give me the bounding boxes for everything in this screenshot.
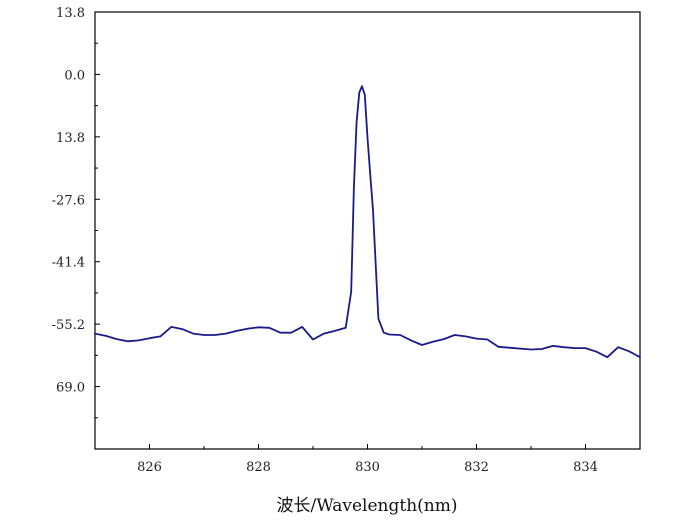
y-tick-label: -41.4 (52, 256, 85, 271)
series-layer (94, 85, 641, 359)
x-tick-label: 826 (137, 460, 162, 475)
y-tick-label: -27.6 (52, 193, 85, 208)
y-tick-label: 13.8 (56, 6, 85, 21)
x-tick-label: 832 (464, 460, 489, 475)
y-tick-label: 13.8 (56, 131, 85, 146)
x-tick-label: 834 (573, 460, 598, 475)
x-tick-label: 828 (246, 460, 271, 475)
x-axis-ticks: 826 828 830 832 834 (94, 444, 641, 475)
y-tick-label: 69.0 (56, 381, 85, 396)
x-axis-title: 波长/Wavelength(nm) (277, 496, 458, 516)
y-tick-label: 0.0 (64, 68, 85, 83)
y-axis-ticks: 13.8 0.0 13.8 -27.6 -41.4 -55.2 69.0 (52, 6, 100, 419)
series-line (94, 85, 641, 359)
x-tick-label: 830 (355, 460, 380, 475)
plot-frame (94, 11, 641, 450)
y-tick-label: -55.2 (52, 318, 85, 333)
